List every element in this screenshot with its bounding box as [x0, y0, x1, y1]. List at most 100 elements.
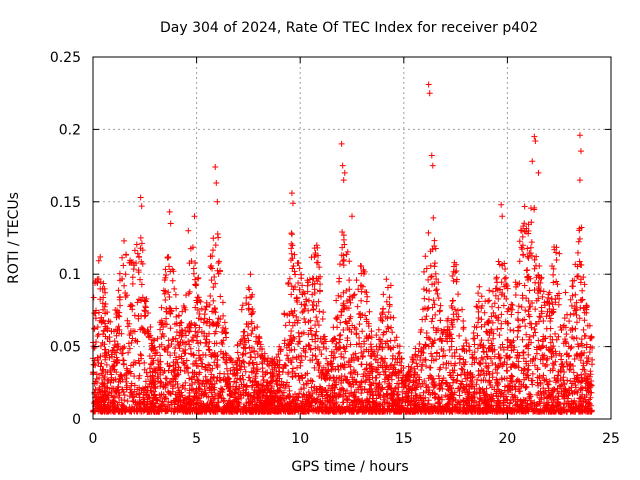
- data-point: [129, 335, 136, 342]
- data-point: [486, 344, 493, 351]
- data-point: [190, 360, 197, 367]
- data-point: [528, 205, 535, 212]
- data-point: [157, 352, 164, 359]
- data-point: [509, 360, 516, 367]
- data-point: [240, 405, 247, 412]
- data-point: [101, 320, 108, 327]
- data-point: [297, 362, 304, 369]
- data-point: [502, 274, 509, 281]
- data-point: [111, 398, 118, 405]
- data-point: [535, 337, 542, 344]
- data-point: [571, 355, 578, 362]
- data-point: [309, 357, 316, 364]
- data-point: [490, 335, 497, 342]
- data-point: [147, 323, 154, 330]
- data-point: [231, 370, 238, 377]
- data-point: [529, 370, 536, 377]
- data-point: [360, 348, 367, 355]
- data-point: [390, 366, 397, 373]
- data-point: [195, 377, 202, 384]
- data-point: [556, 250, 563, 257]
- data-point: [491, 353, 498, 360]
- data-point: [165, 342, 172, 349]
- data-point: [169, 277, 176, 284]
- data-point: [134, 250, 141, 257]
- data-point: [578, 336, 585, 343]
- grid: [93, 57, 611, 419]
- data-point: [309, 275, 316, 282]
- data-point: [494, 326, 501, 333]
- data-point: [448, 385, 455, 392]
- data-point: [477, 341, 484, 348]
- data-point: [433, 356, 440, 363]
- data-point: [573, 299, 580, 306]
- data-point: [474, 304, 481, 311]
- data-point: [234, 365, 241, 372]
- data-point: [548, 354, 555, 361]
- data-point: [240, 350, 247, 357]
- data-point: [99, 286, 106, 293]
- data-point: [309, 301, 316, 308]
- data-point: [179, 308, 186, 315]
- data-point: [545, 385, 552, 392]
- data-point: [206, 384, 213, 391]
- data-point: [355, 386, 362, 393]
- data-point: [307, 317, 314, 324]
- data-point: [284, 352, 291, 359]
- data-point: [579, 391, 586, 398]
- data-point: [558, 363, 565, 370]
- data-point: [316, 346, 323, 353]
- data-point: [95, 331, 102, 338]
- data-point: [575, 273, 582, 280]
- data-point: [276, 368, 283, 375]
- data-point: [560, 363, 567, 370]
- data-point: [358, 282, 365, 289]
- data-point: [130, 359, 137, 366]
- data-point: [311, 286, 318, 293]
- data-point: [158, 334, 165, 341]
- data-point: [456, 399, 463, 406]
- data-point: [525, 254, 532, 261]
- data-point: [339, 228, 346, 235]
- data-point: [240, 358, 247, 365]
- data-point: [135, 375, 142, 382]
- data-point: [156, 343, 163, 350]
- data-point: [211, 340, 218, 347]
- data-point: [423, 287, 430, 294]
- data-point: [90, 361, 97, 368]
- data-point: [411, 371, 418, 378]
- data-point: [495, 317, 502, 324]
- data-point: [518, 367, 525, 374]
- data-point: [213, 378, 220, 385]
- data-point: [463, 386, 470, 393]
- data-point: [366, 308, 373, 315]
- data-point: [536, 398, 543, 405]
- data-point: [549, 389, 556, 396]
- data-point: [504, 308, 511, 315]
- data-point: [216, 258, 223, 265]
- data-point: [531, 206, 538, 213]
- data-point: [233, 361, 240, 368]
- data-point: [559, 360, 566, 367]
- data-point: [420, 268, 427, 275]
- data-point: [514, 349, 521, 356]
- data-point: [192, 322, 199, 329]
- data-point: [195, 274, 202, 281]
- data-point: [290, 262, 297, 269]
- data-point: [96, 387, 103, 394]
- data-point: [341, 345, 348, 352]
- data-point: [166, 379, 173, 386]
- data-point: [192, 260, 199, 267]
- data-point: [339, 244, 346, 251]
- data-point: [275, 387, 282, 394]
- data-point: [443, 359, 450, 366]
- data-point: [475, 298, 482, 305]
- data-point: [313, 314, 320, 321]
- data-point: [483, 353, 490, 360]
- data-point: [293, 393, 300, 400]
- data-point: [190, 265, 197, 272]
- data-point: [509, 378, 516, 385]
- data-point: [103, 361, 110, 368]
- data-point: [453, 378, 460, 385]
- data-point: [486, 371, 493, 378]
